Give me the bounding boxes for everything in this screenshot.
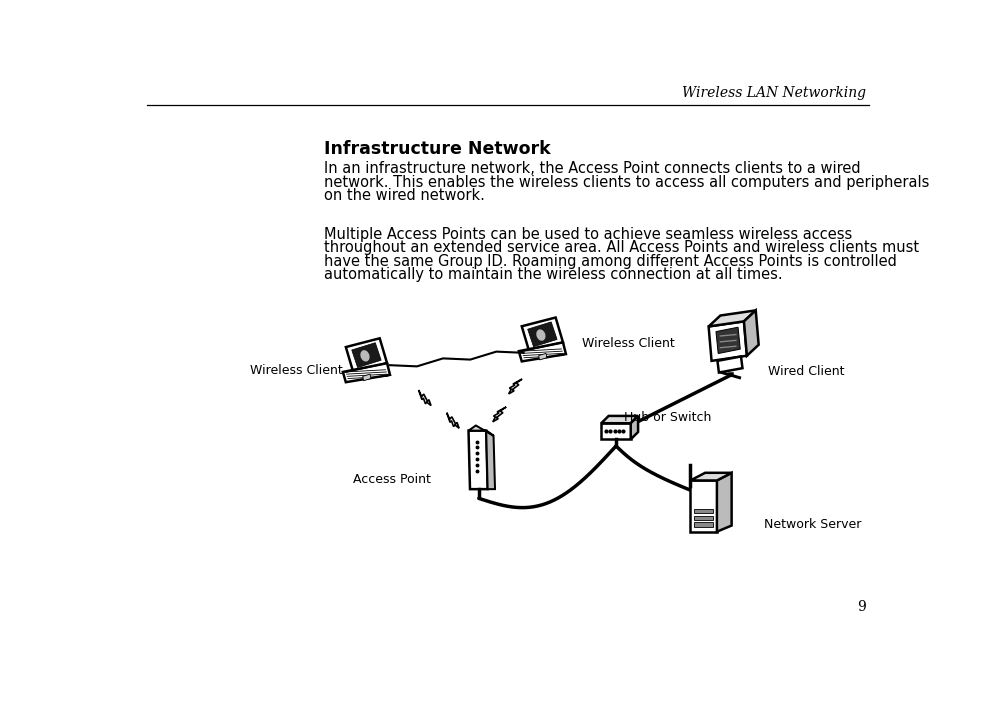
Text: In an infrastructure network, the Access Point connects clients to a wired: In an infrastructure network, the Access… xyxy=(324,161,860,176)
Polygon shape xyxy=(602,423,630,440)
Polygon shape xyxy=(447,413,459,428)
Ellipse shape xyxy=(536,329,545,341)
Polygon shape xyxy=(694,516,714,520)
Polygon shape xyxy=(602,416,638,423)
Polygon shape xyxy=(352,343,382,367)
Text: have the same Group ID. Roaming among different Access Points is controlled: have the same Group ID. Roaming among di… xyxy=(324,254,897,268)
Text: network. This enables the wireless clients to access all computers and periphera: network. This enables the wireless clien… xyxy=(324,175,930,189)
Text: automatically to maintain the wireless connection at all times.: automatically to maintain the wireless c… xyxy=(324,267,783,282)
Polygon shape xyxy=(493,407,506,422)
Polygon shape xyxy=(691,480,716,531)
Polygon shape xyxy=(539,353,547,360)
Polygon shape xyxy=(630,416,638,440)
Polygon shape xyxy=(709,321,747,361)
Polygon shape xyxy=(487,430,496,489)
Text: Network Server: Network Server xyxy=(764,517,861,531)
Polygon shape xyxy=(716,472,731,531)
Polygon shape xyxy=(716,327,740,353)
Polygon shape xyxy=(744,311,759,355)
Polygon shape xyxy=(346,339,387,372)
Polygon shape xyxy=(694,522,714,526)
Text: Access Point: Access Point xyxy=(353,473,431,486)
Polygon shape xyxy=(709,311,756,327)
Polygon shape xyxy=(519,342,566,362)
Polygon shape xyxy=(418,390,431,406)
Text: 9: 9 xyxy=(857,600,866,614)
Text: Infrastructure Network: Infrastructure Network xyxy=(324,139,550,158)
Text: Wireless Client: Wireless Client xyxy=(250,364,343,376)
Text: Wireless Client: Wireless Client xyxy=(582,336,675,350)
Text: throughout an extended service area. All Access Points and wireless clients must: throughout an extended service area. All… xyxy=(324,240,919,255)
Text: Hub or Switch: Hub or Switch xyxy=(623,411,712,423)
Polygon shape xyxy=(694,509,714,513)
Polygon shape xyxy=(521,318,563,351)
Text: Wired Client: Wired Client xyxy=(768,365,844,378)
Polygon shape xyxy=(469,430,488,489)
Polygon shape xyxy=(717,357,742,372)
Polygon shape xyxy=(691,472,731,480)
Text: on the wired network.: on the wired network. xyxy=(324,188,485,203)
Text: Wireless LAN Networking: Wireless LAN Networking xyxy=(683,86,866,100)
Polygon shape xyxy=(508,379,522,394)
Polygon shape xyxy=(343,363,390,382)
Polygon shape xyxy=(527,322,557,347)
Polygon shape xyxy=(363,374,371,381)
Polygon shape xyxy=(469,426,494,436)
Ellipse shape xyxy=(361,350,370,362)
Text: Multiple Access Points can be used to achieve seamless wireless access: Multiple Access Points can be used to ac… xyxy=(324,226,852,242)
